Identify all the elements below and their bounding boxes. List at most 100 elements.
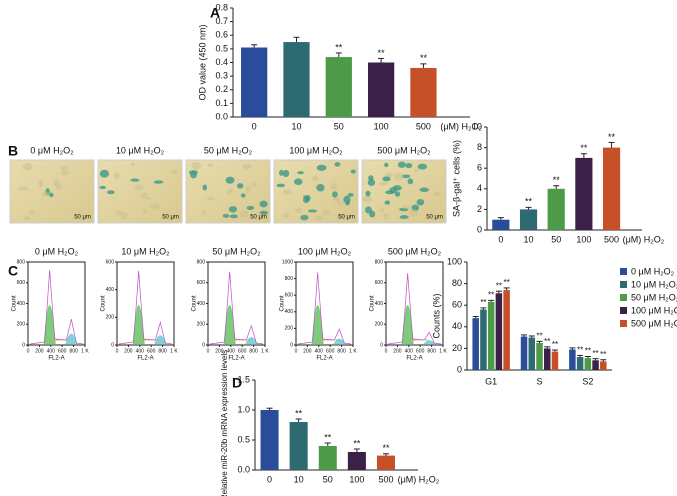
micrograph (97, 159, 183, 224)
x-tick-label: 800 (69, 348, 78, 354)
y-axis-label: Counts (%) (431, 293, 441, 338)
histogram-frame (116, 261, 175, 346)
cell (336, 215, 346, 220)
bar (602, 147, 621, 230)
stained-cell (282, 169, 290, 178)
x-tick-label: 800 (337, 348, 346, 354)
legend-label: 500 μM H₂O₂ (631, 318, 677, 328)
cell (55, 183, 62, 191)
y-axis-label: OD value (450 nm) (197, 24, 207, 100)
cell (379, 207, 384, 213)
y-tick-label: 400 (17, 301, 26, 307)
y-tick-label: 800 (197, 259, 206, 265)
cell (383, 213, 390, 219)
stained-cell (279, 169, 284, 176)
stained-cell (419, 187, 429, 193)
cell (115, 210, 123, 216)
cell (60, 166, 68, 171)
cell (170, 169, 178, 175)
x-tick-label: 0 (498, 234, 503, 244)
panel-letter: B (8, 143, 18, 159)
stained-cell (276, 183, 286, 188)
significance: ** (577, 346, 583, 355)
cell (131, 162, 136, 167)
panel-letter: D (232, 375, 242, 391)
micrograph-title: 0 μM H₂O₂ (30, 145, 74, 155)
histogram-frame (207, 261, 266, 346)
x-tick-label: 400 (47, 348, 56, 354)
cell (61, 169, 69, 176)
stained-cell (397, 161, 406, 168)
cell (150, 202, 160, 211)
y-axis-label: Count (101, 295, 107, 311)
legend-label: 10 μM H₂O₂ (631, 279, 677, 289)
stained-cell (99, 185, 107, 190)
cell (41, 192, 50, 197)
significance: ** (378, 48, 386, 58)
histogram-title: 10 μM H₂O₂ (121, 246, 170, 256)
histogram-title: 50 μM H₂O₂ (212, 246, 261, 256)
y-tick-label: 200 (17, 322, 26, 328)
stained-cell (99, 169, 110, 178)
x-tick-label: 200 (303, 348, 312, 354)
x-tick-label: 400 (227, 348, 236, 354)
y-tick-label: 4 (477, 183, 482, 193)
y-tick-label: 0 (380, 342, 383, 348)
x-tick-label: 600 (238, 348, 247, 354)
y-tick-label: 800 (17, 259, 26, 265)
x-tick-label: 50 (551, 234, 561, 244)
bar (347, 452, 366, 470)
y-axis-label: Count (280, 295, 286, 311)
y-tick-label: 600 (285, 293, 294, 299)
stained-cell (300, 214, 309, 221)
cell (401, 205, 411, 210)
cell (23, 216, 31, 221)
cell (239, 210, 249, 218)
cell (201, 209, 207, 216)
x-tick-label: 500 (378, 474, 393, 484)
y-axis-label: Relative miR-20b mRNA expression levels (220, 350, 229, 496)
x-tick-label: 200 (124, 348, 133, 354)
cell (143, 208, 148, 214)
stained-cell (246, 205, 255, 210)
cell (145, 196, 151, 201)
stained-cell (416, 198, 425, 206)
stained-cell (202, 184, 208, 191)
x-tick-label: 100 (349, 474, 364, 484)
legend-swatch (620, 294, 627, 301)
histogram-frame (27, 261, 86, 346)
cell (362, 196, 373, 203)
bar (283, 42, 310, 117)
significance: ** (580, 143, 588, 153)
stained-cell (236, 183, 244, 189)
legend-swatch (620, 281, 627, 288)
x-axis-label: FL2-A (406, 356, 422, 362)
stained-cell (365, 190, 371, 197)
y-tick-label: 1000 (282, 259, 293, 265)
micrograph (361, 159, 447, 224)
stained-cell (347, 192, 354, 197)
x-axis-label: FL2-A (137, 356, 153, 362)
y-tick-label: 200 (285, 326, 294, 332)
stained-cell (382, 176, 391, 182)
x-tick-label: 800 (249, 348, 258, 354)
histogram-title: 500 μM H₂O₂ (388, 246, 442, 256)
cell (226, 189, 232, 196)
y-tick-label: 1.0 (237, 404, 250, 414)
x-unit: (μM) H₂O₂ (623, 234, 665, 244)
y-tick-label: 600 (375, 280, 384, 286)
cell (336, 201, 346, 205)
x-tick-label: S (536, 376, 542, 386)
scale-label: 50 μm (74, 215, 91, 221)
y-tick-label: 0.5 (237, 434, 250, 444)
stained-cell (392, 185, 402, 191)
y-tick-label: 60 (452, 300, 462, 310)
x-tick-label: 0 (27, 348, 30, 354)
y-axis-label: Count (192, 295, 198, 311)
y-axis-label: SA-β-gal⁺ cells (%) (451, 140, 461, 217)
x-tick-label: 200 (215, 348, 224, 354)
histogram-outline (118, 270, 173, 345)
panel-letter: A (210, 5, 220, 21)
x-tick-label: 400 (405, 348, 414, 354)
